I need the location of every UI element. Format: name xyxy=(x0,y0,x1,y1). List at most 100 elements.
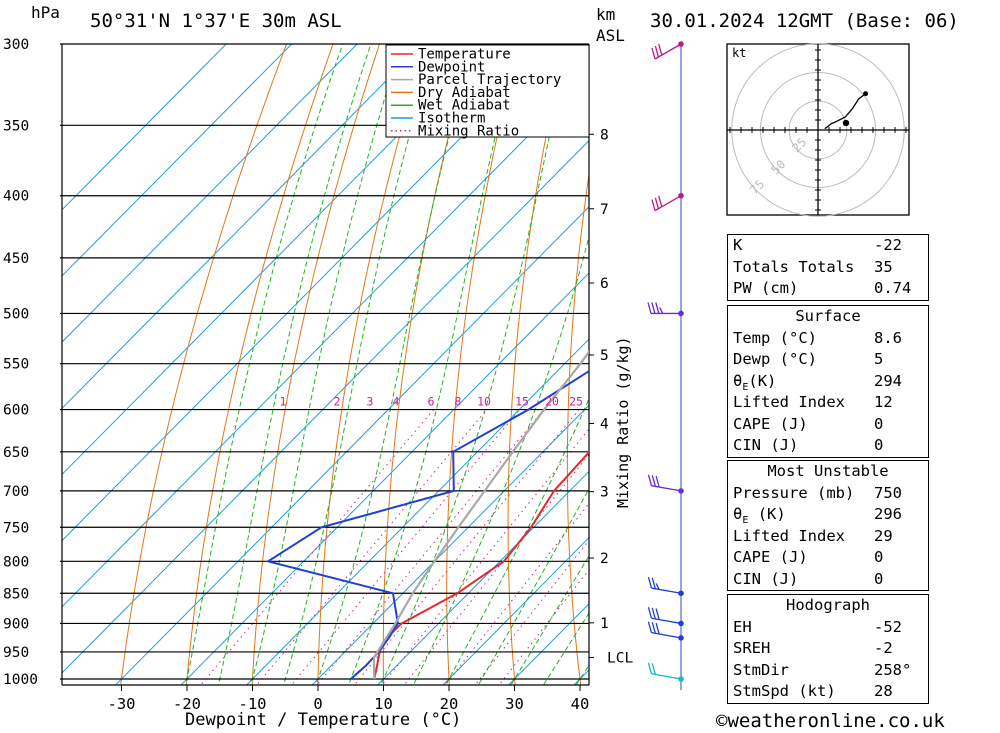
table-row-value: 0 xyxy=(874,414,884,433)
table-row-value: 0 xyxy=(874,436,884,454)
legend-label: Temperature xyxy=(418,47,511,63)
hodograph-end-dot xyxy=(863,91,869,97)
mixing-ratio-label: 10 xyxy=(477,395,491,409)
wind-barb-flag xyxy=(651,622,656,634)
legend-label: Dewpoint xyxy=(418,59,485,75)
pressure-tick-label: 700 xyxy=(3,484,29,500)
mixing-ratio-line xyxy=(403,453,589,685)
table-row-value: 294 xyxy=(874,371,902,390)
isotherm-line xyxy=(376,470,589,685)
wind-barb-flag xyxy=(651,302,656,314)
table-section-title: Surface xyxy=(795,307,861,325)
copyright-symbol: © xyxy=(716,710,728,732)
mixing-ratio-label: 4 xyxy=(393,395,400,409)
wind-barb-flag xyxy=(647,607,653,619)
height-tick-label: 4 xyxy=(600,416,609,432)
table-row: Dewp (°C) 5 xyxy=(728,349,928,371)
isotherm-line xyxy=(62,44,293,277)
dry-adiabat-line xyxy=(936,8,1000,705)
table-row-label: CIN (J) xyxy=(733,436,799,454)
table-row: θE (K) 296 xyxy=(728,504,928,526)
table-row-value: 296 xyxy=(874,505,902,523)
mixing-ratio-line xyxy=(444,502,589,685)
table-row: StmSpd (kt) 28 xyxy=(728,681,928,703)
wind-barb-shaft xyxy=(651,617,682,625)
table-row: θE(K) 294 xyxy=(728,371,928,393)
table-row-label: PW (cm) xyxy=(733,279,799,297)
wet-adiabat-line xyxy=(412,234,589,685)
wind-barb-flag xyxy=(651,475,656,487)
dry-adiabat-line xyxy=(566,170,589,685)
wet-adiabat-line xyxy=(185,44,344,685)
wind-barb-shaft xyxy=(654,195,682,212)
mixing-ratio-line xyxy=(290,409,520,685)
table-row-label: θE (K) xyxy=(733,505,786,527)
height-tick-label: 1 xyxy=(600,616,609,632)
mixing-ratio-label: 15 xyxy=(515,395,529,409)
table-row-label: Temp (°C) xyxy=(733,328,817,347)
table-row: StmDir 258° xyxy=(728,660,928,682)
table-row: EH -52 xyxy=(728,617,928,639)
table-row: CIN (J) 0 xyxy=(728,569,928,591)
theta-subscript: E xyxy=(742,515,749,527)
mixing-ratio-label: 25 xyxy=(569,395,583,409)
wet-adiabat-line xyxy=(380,44,571,685)
table-row-value: 29 xyxy=(874,526,893,545)
table-row: CIN (J) 0 xyxy=(728,435,928,457)
pressure-tick-label: 900 xyxy=(3,616,29,632)
wind-barb-flag xyxy=(647,662,653,674)
table-row-value: 5 xyxy=(874,350,884,368)
wind-barb-flag xyxy=(651,663,656,675)
hodograph-trace xyxy=(824,93,866,130)
site-credit: ©weatheronline.co.uk xyxy=(716,710,945,732)
wind-barb-flag xyxy=(655,622,660,635)
wet-adiabat-line xyxy=(282,44,436,685)
hodograph-unit-label: kt xyxy=(732,46,746,60)
mixing-ratio-line xyxy=(316,409,545,685)
mixing-ratio-title: Mixing Ratio (g/kg) xyxy=(614,336,632,508)
table-row-value: 0 xyxy=(874,548,884,566)
wind-barb-flag xyxy=(659,307,664,314)
table-row: CAPE (J) 0 xyxy=(728,547,928,569)
dry-adiabat-line xyxy=(251,44,381,685)
isotherm-line xyxy=(114,206,589,685)
wind-barb-flag xyxy=(654,197,660,209)
table-row-label: StmSpd (kt) xyxy=(733,682,836,700)
table-section-title: Hodograph xyxy=(786,596,870,614)
dry-adiabat-line xyxy=(317,44,427,685)
table-row: K -22 xyxy=(728,235,928,257)
mixing-ratio-label: 20 xyxy=(545,395,559,409)
table-row-value: -52 xyxy=(874,617,902,636)
hodograph-table: Hodograph EH -52 SREH -2 StmDir 258° StmSpd (kt… xyxy=(727,594,929,704)
legend-label: Parcel Trajectory xyxy=(418,72,561,88)
table-row: SREH -2 xyxy=(728,638,928,660)
mixing-ratio-line xyxy=(200,409,435,685)
height-tick-label: 8 xyxy=(600,127,609,143)
pressure-tick-label: 1000 xyxy=(3,672,38,688)
table-row-label: StmDir xyxy=(733,660,789,679)
wet-adiabat-line xyxy=(510,554,589,685)
date-label: 30.01.2024 12GMT (Base: 06) xyxy=(650,10,959,32)
pressure-tick-label: 450 xyxy=(3,251,29,267)
table-row: Lifted Index 12 xyxy=(728,392,928,414)
legend-box xyxy=(385,44,590,138)
table-row-label: CAPE (J) xyxy=(733,414,808,433)
table-row-label: Dewp (°C) xyxy=(733,350,817,368)
x-tick-label: 10 xyxy=(374,695,393,713)
x-tick-label: -20 xyxy=(173,695,201,713)
table-row: Pressure (mb) 750 xyxy=(728,483,928,505)
wind-barb-shaft xyxy=(651,673,682,680)
legend-label: Mixing Ratio xyxy=(418,123,519,139)
x-axis-title: Dewpoint / Temperature (°C) xyxy=(185,710,462,730)
wind-barb-flag xyxy=(651,607,656,620)
isotherm-line xyxy=(245,338,589,685)
table-row-label: Lifted Index xyxy=(733,526,845,545)
table-row-value: 0 xyxy=(874,569,884,588)
wet-adiabat-line xyxy=(347,44,519,685)
wind-barb-flag xyxy=(647,621,653,633)
wind-barb-flag xyxy=(655,583,660,590)
table-row-label: EH xyxy=(733,617,752,636)
dry-adiabat-line xyxy=(185,44,334,685)
height-tick-label: 5 xyxy=(600,348,609,364)
